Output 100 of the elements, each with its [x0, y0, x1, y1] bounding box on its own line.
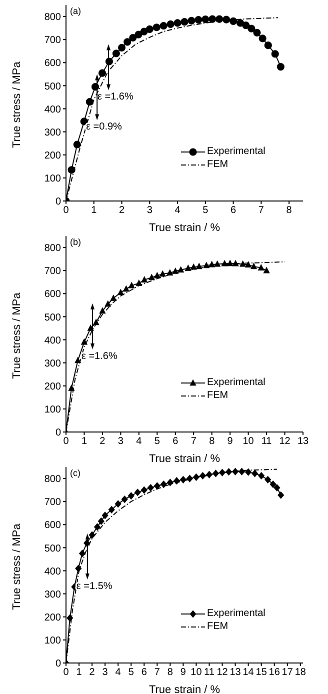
point — [271, 50, 279, 58]
x-tick-label: 16 — [268, 667, 280, 678]
x-tick-label: 0 — [63, 667, 70, 678]
point — [232, 468, 239, 476]
point — [134, 488, 141, 496]
point — [276, 63, 284, 71]
point — [94, 523, 101, 531]
point — [74, 356, 82, 364]
x-tick-label: 0 — [63, 205, 70, 216]
y-tick-label: 0 — [55, 428, 62, 439]
x-tick-label: 5 — [202, 205, 209, 216]
point — [128, 492, 134, 500]
point — [147, 484, 154, 492]
chart-title: (a) — [70, 6, 81, 16]
point — [208, 15, 216, 23]
y-axis-title: True stress / MPa — [10, 60, 23, 148]
point — [108, 506, 115, 514]
point — [68, 166, 76, 174]
x-tick-label: 4 — [174, 205, 181, 216]
x-tick-label: 1 — [91, 205, 98, 216]
point — [152, 24, 160, 32]
point — [180, 18, 188, 26]
point — [80, 118, 88, 126]
x-tick-label: 7 — [258, 205, 264, 216]
x-tick-label: 5 — [128, 667, 134, 678]
x-tick-label: 3 — [118, 436, 124, 448]
point — [248, 24, 256, 32]
annotation: ε =1.6% — [81, 350, 118, 362]
chart-title: (b) — [70, 237, 81, 247]
point — [238, 468, 246, 476]
point — [160, 22, 168, 30]
y-tick-label: 500 — [44, 81, 62, 92]
x-tick-label: 12 — [279, 436, 291, 448]
point — [110, 294, 117, 301]
point — [104, 300, 112, 307]
point — [160, 480, 167, 488]
point — [140, 486, 148, 494]
point — [128, 282, 135, 288]
point — [188, 16, 196, 24]
point — [252, 470, 258, 478]
y-axis-title: True stress / MPa — [10, 522, 23, 610]
point — [196, 262, 202, 270]
x-tick-label: 1 — [76, 667, 82, 678]
legend-label: FEM — [207, 158, 228, 171]
y-tick-label: 500 — [44, 312, 62, 324]
legend-label: FEM — [207, 620, 228, 633]
y-tick-label: 600 — [44, 520, 62, 532]
y-tick-label: 200 — [44, 150, 62, 162]
x-tick-label: 9 — [180, 667, 186, 678]
x-tick-label: 7 — [190, 436, 197, 448]
legend-label: Experimental — [207, 145, 266, 158]
point — [124, 38, 132, 46]
legend-label: Experimental — [207, 607, 266, 620]
x-tick-label: 18 — [294, 667, 306, 678]
point — [87, 324, 94, 331]
y-tick-label: 700 — [44, 35, 62, 46]
y-tick-label: 300 — [44, 358, 62, 370]
point — [245, 468, 252, 476]
annotation: ε =0.9% — [86, 122, 122, 133]
point — [80, 338, 88, 345]
x-tick-label: 12 — [216, 667, 228, 678]
point — [98, 517, 104, 525]
x-tick-label: 9 — [227, 436, 234, 448]
annotation: ε =1.5% — [76, 580, 112, 592]
point — [258, 264, 264, 270]
y-tick-label: 300 — [44, 127, 62, 138]
point — [92, 318, 100, 326]
point — [112, 50, 120, 58]
x-tick-label: 3 — [102, 667, 108, 678]
y-tick-label: 600 — [44, 289, 62, 300]
point — [218, 468, 226, 476]
point — [129, 34, 137, 42]
x-tick-label: 8 — [286, 205, 292, 216]
y-axis-title: True stress / MPa — [10, 292, 23, 379]
y-tick-label: 500 — [44, 543, 62, 554]
y-tick-label: 100 — [44, 635, 62, 646]
point — [221, 260, 228, 266]
y-tick-label: 100 — [44, 404, 62, 416]
y-tick-label: 600 — [44, 58, 62, 70]
y-tick-label: 400 — [44, 335, 62, 346]
point — [180, 476, 186, 484]
x-tick-label: 15 — [256, 667, 268, 678]
point — [278, 491, 284, 499]
point — [118, 44, 126, 52]
point — [190, 263, 197, 270]
point — [214, 260, 221, 267]
x-tick-label: 8 — [167, 667, 174, 678]
y-tick-label: 400 — [44, 566, 62, 578]
point — [136, 279, 142, 286]
x-tick-label: 4 — [115, 667, 122, 678]
point — [166, 478, 174, 486]
point — [114, 500, 122, 508]
point — [141, 276, 148, 282]
point — [122, 285, 130, 292]
point — [166, 20, 174, 28]
y-tick-label: 800 — [44, 12, 62, 24]
x-tick-label: 1 — [81, 436, 88, 448]
point — [88, 531, 96, 539]
y-tick-label: 300 — [44, 589, 62, 600]
point — [154, 482, 160, 490]
